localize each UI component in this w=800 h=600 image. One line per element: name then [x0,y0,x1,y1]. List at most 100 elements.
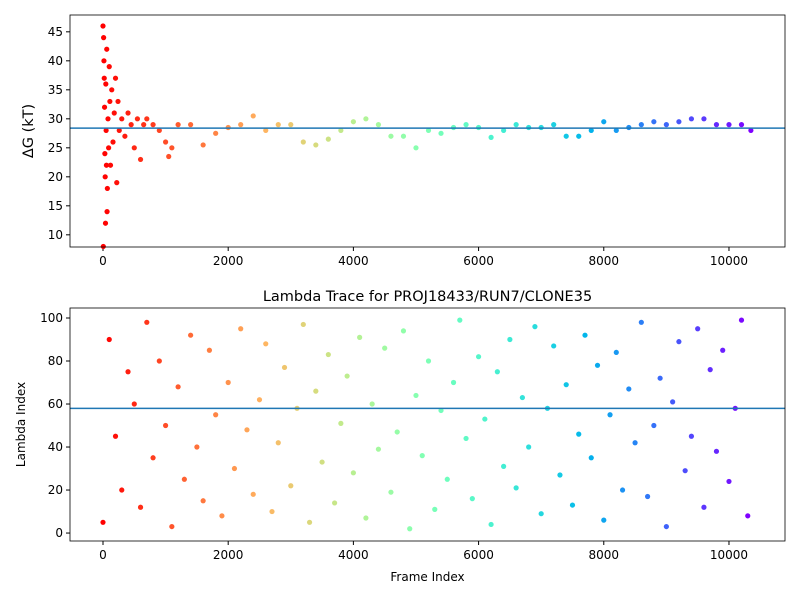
point [551,343,557,349]
point [682,468,688,474]
point [109,87,115,93]
point [156,127,162,134]
point [738,122,745,128]
point [463,122,469,128]
point [494,369,500,375]
point [162,422,169,429]
point [388,489,394,495]
point [419,453,425,459]
point [162,139,169,145]
point [688,116,695,122]
point [115,98,121,105]
x-tick-label: 0 [99,548,107,562]
x-tick-label: 10000 [710,254,748,268]
point [131,145,137,151]
point [225,379,231,386]
point [488,521,494,528]
point [707,367,713,373]
y-tick-label: 35 [48,83,63,97]
point [175,384,181,390]
point [513,122,519,128]
point [557,472,563,478]
point [319,459,325,465]
point [103,127,109,134]
point [156,358,162,364]
point [141,122,147,128]
point [375,446,382,452]
point [638,122,644,128]
point [507,336,513,343]
point [306,519,313,525]
point [375,122,382,128]
y-axis-label: Lambda Index [14,382,28,467]
point [200,498,206,504]
point [213,412,219,418]
point [357,334,363,340]
point [288,122,294,128]
point [313,388,319,394]
point [444,476,450,482]
point [250,491,256,497]
point [526,444,532,450]
point [726,122,732,128]
point [482,416,488,422]
point [457,317,463,323]
point [104,46,110,52]
point [613,349,619,356]
point [106,64,112,70]
point [626,386,632,392]
point [720,347,726,353]
point [125,110,131,116]
y-tick-label: 20 [48,170,63,184]
x-tick-label: 8000 [589,548,620,562]
point [238,326,244,332]
y-tick-label: 40 [48,440,63,454]
y-tick-label: 60 [48,397,63,411]
point [363,116,369,122]
y-tick-label: 15 [48,199,63,213]
point [106,145,112,151]
point [532,324,538,330]
point [382,345,388,351]
point [619,487,626,493]
subplot: 0 2000 4000 6000 8000 10000 0 20 40 60 80 100 Lambda… [14,289,786,584]
point [200,142,206,148]
point [114,180,120,186]
point [213,130,219,136]
point [275,440,281,446]
point [738,317,745,323]
x-tick-label: 4000 [338,254,369,268]
point [116,127,122,134]
point [188,332,194,338]
point [256,397,263,403]
point [122,133,128,139]
point [651,119,657,125]
point [369,401,375,407]
x-tick-label: 4000 [338,548,369,562]
point [194,444,200,450]
point [104,209,110,215]
y-tick-label: 20 [48,483,63,497]
point [576,133,582,139]
point [101,104,108,110]
y-tick-label: 40 [48,54,63,68]
point [102,174,108,180]
y-tick-label: 45 [48,25,63,39]
point [450,379,457,386]
point [701,116,707,122]
point [125,369,131,375]
point [338,420,344,426]
axes-frame [69,14,786,248]
point [726,478,732,485]
point [269,508,275,515]
point [144,116,150,122]
point [263,341,269,347]
point [613,127,619,134]
point [325,351,331,358]
point [670,399,676,405]
point [695,326,701,332]
point [688,433,695,439]
y-axis-label: ΔG (kT) [21,104,37,158]
point [288,483,294,489]
point [425,358,432,364]
